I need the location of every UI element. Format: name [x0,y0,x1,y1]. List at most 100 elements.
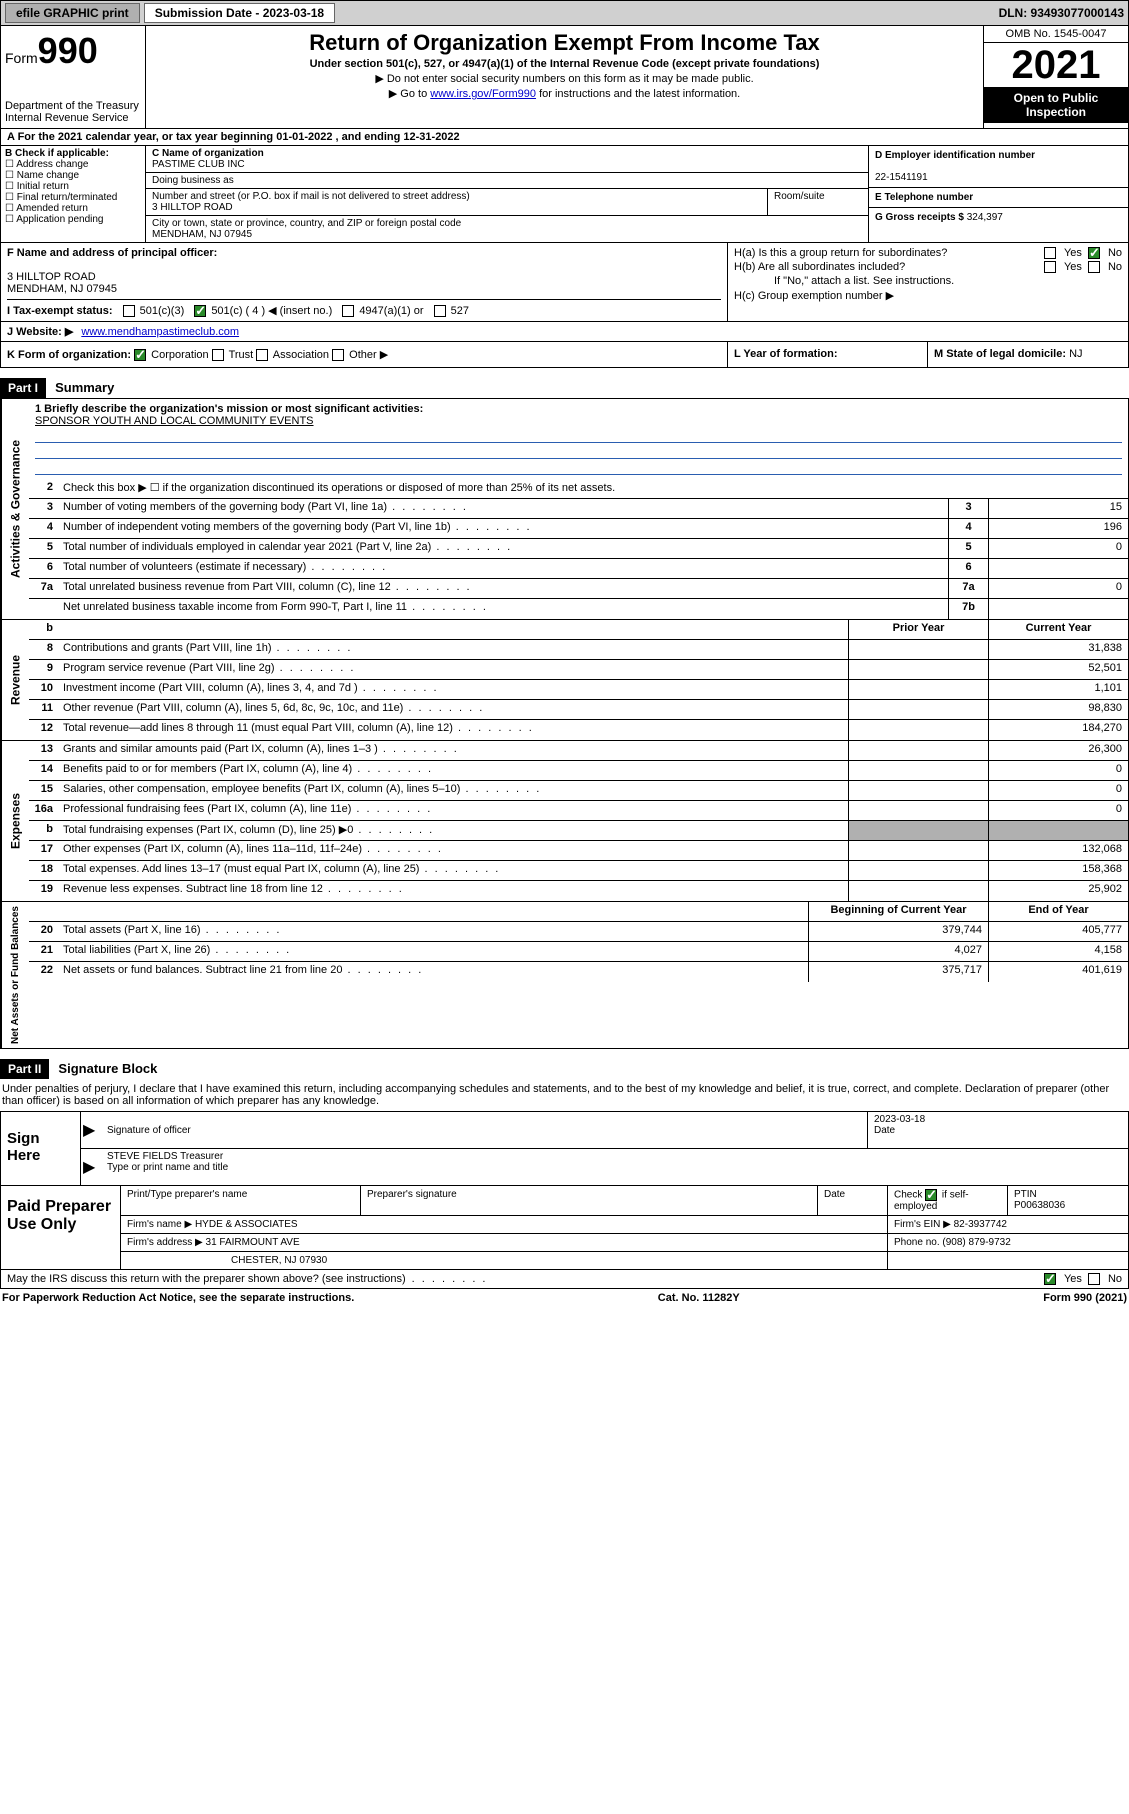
summary-row: Net unrelated business taxable income fr… [29,599,1128,619]
discuss-row: May the IRS discuss this return with the… [0,1270,1129,1289]
part1-header: Part I Summary [0,368,1129,398]
firm-addr2: CHESTER, NJ 07930 [121,1252,888,1269]
discuss-no[interactable] [1088,1273,1100,1285]
row-j: J Website: ▶ www.mendhampastimeclub.com [0,322,1129,342]
irs-label: Internal Revenue Service [5,112,141,124]
sig-date: 2023-03-18 [874,1114,925,1125]
summary-row: 10Investment income (Part VIII, column (… [29,680,1128,700]
b-opt[interactable]: ☐ Amended return [5,203,141,214]
side-expenses: Expenses [1,741,29,901]
side-revenue: Revenue [1,620,29,740]
row-klm: K Form of organization: Corporation Trus… [0,342,1129,368]
hdr-end: End of Year [988,902,1128,921]
summary-row: 21Total liabilities (Part X, line 26)4,0… [29,942,1128,962]
hdr-current: Current Year [988,620,1128,639]
summary-row: 4Number of independent voting members of… [29,519,1128,539]
summary-row: 15Salaries, other compensation, employee… [29,781,1128,801]
b-opt[interactable]: ☐ Name change [5,170,141,181]
ha-yes[interactable] [1044,247,1056,259]
period-row: A For the 2021 calendar year, or tax yea… [0,129,1129,146]
firm-name: HYDE & ASSOCIATES [195,1219,298,1230]
discuss-yes[interactable] [1044,1273,1056,1285]
k-trust[interactable] [212,349,224,361]
ha-no[interactable] [1088,247,1100,259]
block-c: C Name of organization PASTIME CLUB INC … [146,146,868,242]
ptin: P00638036 [1014,1200,1065,1211]
perjury-note: Under penalties of perjury, I declare th… [0,1079,1129,1111]
summary-row: 19Revenue less expenses. Subtract line 1… [29,881,1128,901]
summary-row: 11Other revenue (Part VIII, column (A), … [29,700,1128,720]
hb-yes[interactable] [1044,261,1056,273]
line2: Check this box ▶ ☐ if the organization d… [59,479,1128,498]
tax-status-opt[interactable]: 501(c) ( 4 ) ◀ (insert no.) [194,304,332,317]
side-net: Net Assets or Fund Balances [1,902,29,1048]
b-opt[interactable]: ☐ Address change [5,159,141,170]
summary-row: 18Total expenses. Add lines 13–17 (must … [29,861,1128,881]
paid-preparer-block: Paid Preparer Use Only Print/Type prepar… [0,1186,1129,1270]
block-h: H(a) Is this a group return for subordin… [728,243,1128,321]
b-opt[interactable]: ☐ Final return/terminated [5,192,141,203]
submission-date: Submission Date - 2023-03-18 [144,3,335,23]
hb-no[interactable] [1088,261,1100,273]
header-left: Form990 Department of the Treasury Inter… [1,26,146,128]
dln: DLN: 93493077000143 [999,6,1124,20]
block-f: F Name and address of principal officer:… [1,243,728,321]
website-link[interactable]: www.mendhampastimeclub.com [81,326,239,338]
mission-block: 1 Briefly describe the organization's mi… [29,399,1128,479]
header-mid: Return of Organization Exempt From Incom… [146,26,983,128]
summary-row: 13Grants and similar amounts paid (Part … [29,741,1128,761]
dept-treasury: Department of the Treasury [5,100,141,112]
tax-status-opt[interactable]: 527 [434,305,469,317]
summary-row: 16aProfessional fundraising fees (Part I… [29,801,1128,821]
hdr-begin: Beginning of Current Year [808,902,988,921]
footer: For Paperwork Reduction Act Notice, see … [0,1289,1129,1307]
fh-row: F Name and address of principal officer:… [0,243,1129,322]
note-link: ▶ Go to www.irs.gov/Form990 for instruct… [152,87,977,100]
form-title: Return of Organization Exempt From Incom… [152,30,977,56]
firm-addr1: 31 FAIRMOUNT AVE [206,1237,300,1248]
tax-year: 2021 [984,43,1128,87]
summary-row: 12Total revenue—add lines 8 through 11 (… [29,720,1128,740]
summary-row: 9Program service revenue (Part VIII, lin… [29,660,1128,680]
b-opt[interactable]: ☐ Application pending [5,214,141,225]
mission-text: SPONSOR YOUTH AND LOCAL COMMUNITY EVENTS [35,415,314,427]
k-assoc[interactable] [256,349,268,361]
summary-row: bTotal fundraising expenses (Part IX, co… [29,821,1128,841]
k-corp[interactable] [134,349,146,361]
part2-header: Part II Signature Block [0,1049,1129,1079]
irs-link[interactable]: www.irs.gov/Form990 [430,88,536,100]
summary-row: 17Other expenses (Part IX, column (A), l… [29,841,1128,861]
omb-number: OMB No. 1545-0047 [984,26,1128,43]
self-employed-check[interactable] [925,1189,937,1201]
summary-row: 22Net assets or fund balances. Subtract … [29,962,1128,982]
section-governance: Activities & Governance 1 Briefly descri… [1,399,1128,619]
summary-row: 8Contributions and grants (Part VIII, li… [29,640,1128,660]
k-other[interactable] [332,349,344,361]
firm-phone: (908) 879-9732 [942,1237,1010,1248]
sign-here-block: Sign Here ▶ Signature of officer 2023-03… [0,1111,1129,1186]
top-bar: efile GRAPHIC print Submission Date - 20… [0,0,1129,26]
form-header: Form990 Department of the Treasury Inter… [0,26,1129,129]
efile-button[interactable]: efile GRAPHIC print [5,3,140,23]
ein: 22-1541191 [875,172,928,183]
row-i: I Tax-exempt status: 501(c)(3) 501(c) ( … [7,299,721,317]
summary-row: 7aTotal unrelated business revenue from … [29,579,1128,599]
section-expenses: Expenses 13Grants and similar amounts pa… [1,740,1128,901]
gross-receipts: 324,397 [967,212,1003,223]
form-prefix: Form [5,50,38,66]
org-name: PASTIME CLUB INC [152,159,245,170]
tax-status-opt[interactable]: 4947(a)(1) or [342,305,423,317]
block-l: L Year of formation: [728,342,928,367]
summary-row: 20Total assets (Part X, line 16)379,7444… [29,922,1128,942]
officer-name: STEVE FIELDS Treasurer [107,1151,223,1162]
address-block: B Check if applicable: ☐ Address change … [0,146,1129,243]
b-opt[interactable]: ☐ Initial return [5,181,141,192]
summary-row: 14Benefits paid to or for members (Part … [29,761,1128,781]
side-governance: Activities & Governance [1,399,29,619]
note-ssn: ▶ Do not enter social security numbers o… [152,72,977,85]
tax-status-opt[interactable]: 501(c)(3) [123,305,185,317]
sign-here-label: Sign Here [1,1112,81,1185]
summary-row: 5Total number of individuals employed in… [29,539,1128,559]
open-inspection: Open to Public Inspection [984,87,1128,123]
hdr-prior: Prior Year [848,620,988,639]
